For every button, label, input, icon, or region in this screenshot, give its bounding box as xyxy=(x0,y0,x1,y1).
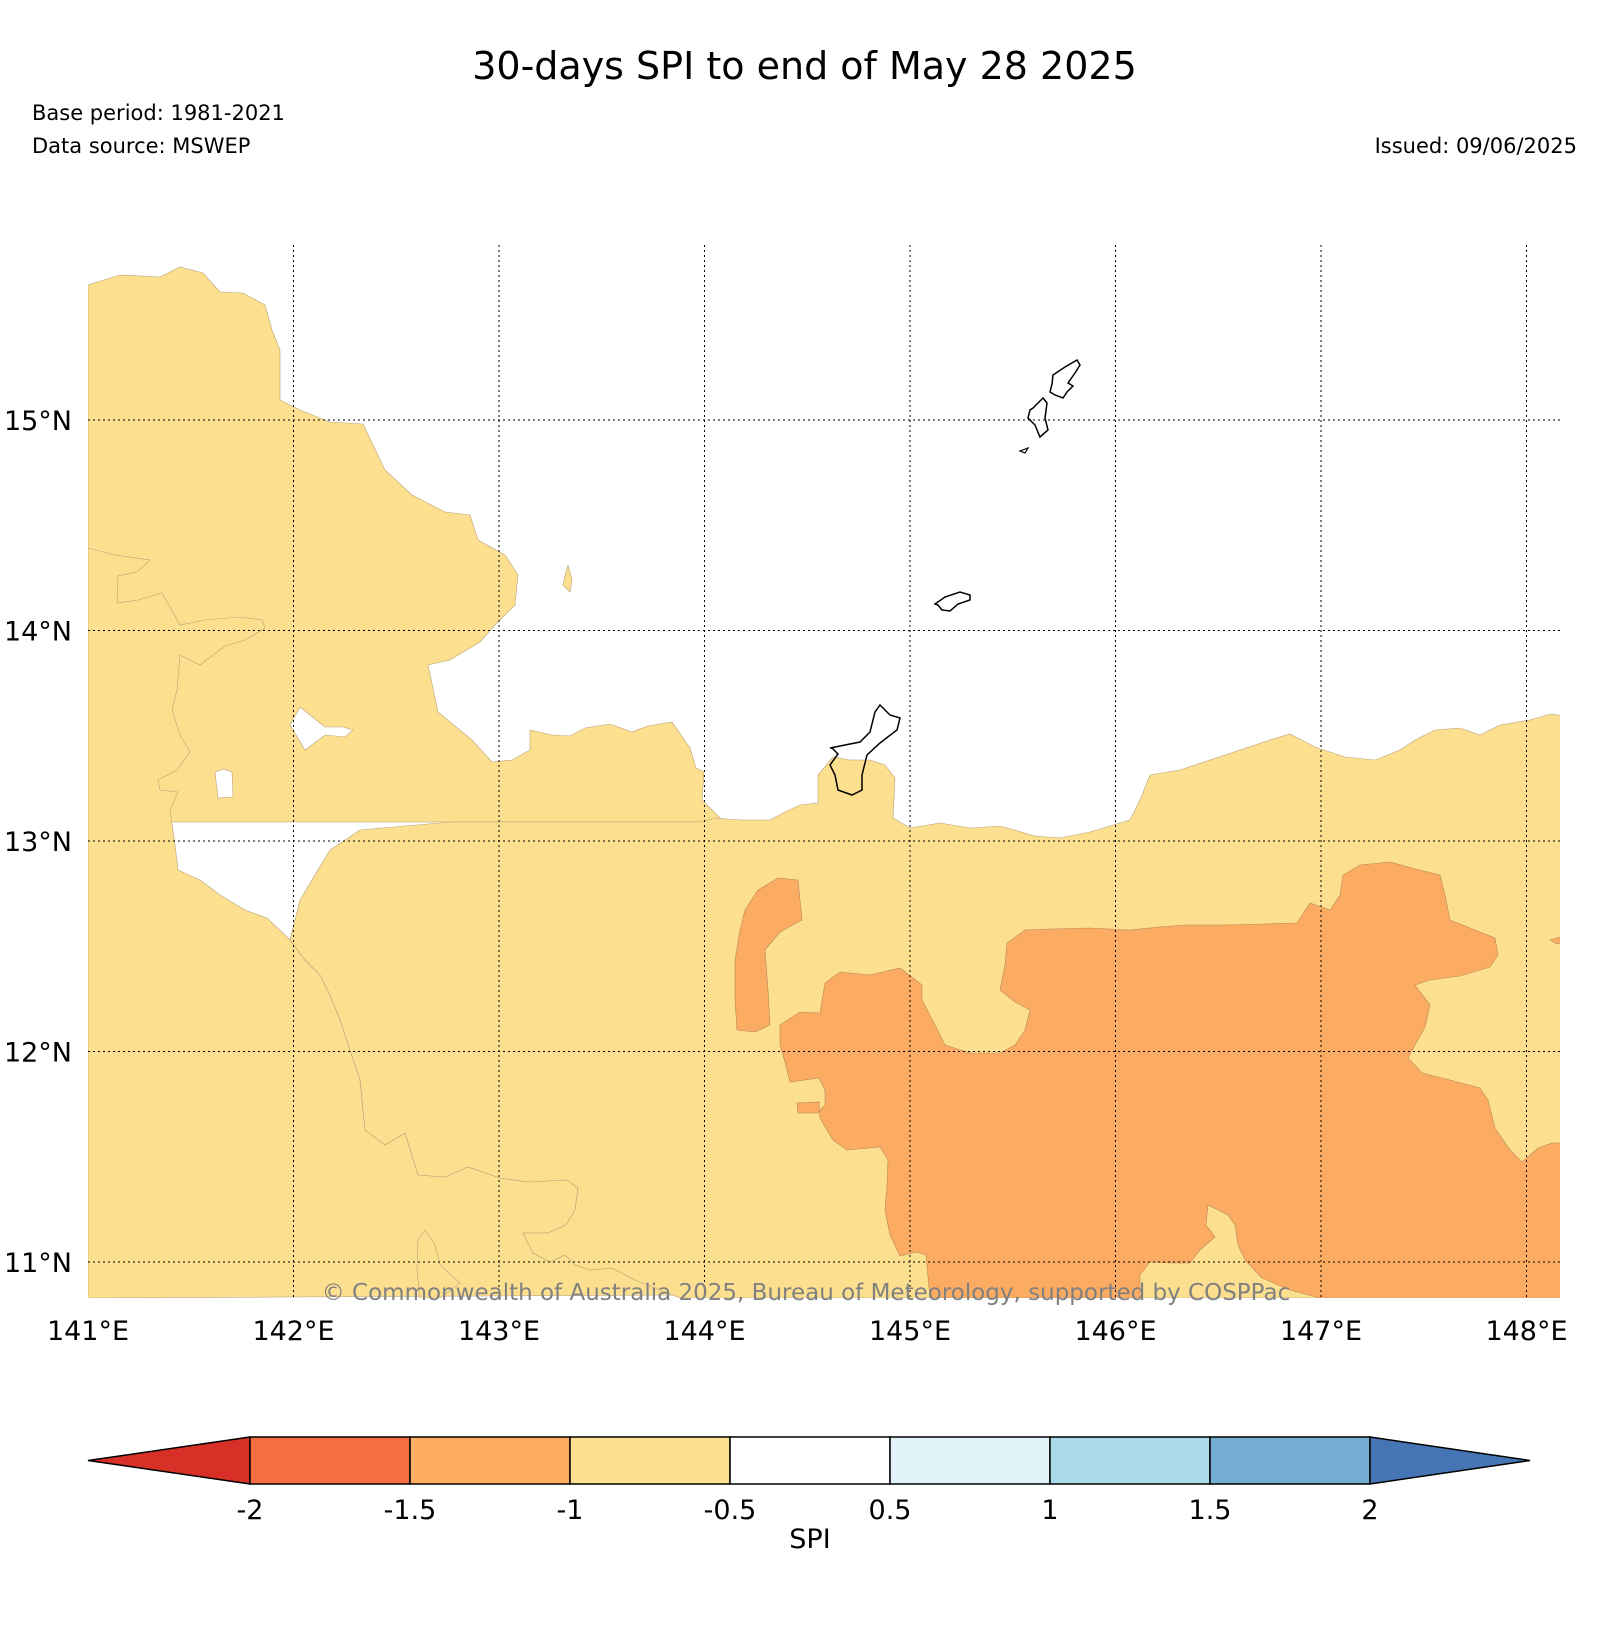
island-outline-tinian xyxy=(1027,396,1049,439)
latitude-tick-label: 11°N xyxy=(4,1248,72,1279)
issued-date-text: Issued: 09/06/2025 xyxy=(1374,134,1577,158)
copyright-credit: © Commonwealth of Australia 2025, Bureau… xyxy=(322,1280,1291,1306)
spi-colorbar xyxy=(87,1436,1531,1485)
colorbar-segment xyxy=(569,1436,731,1485)
colorbar-segment xyxy=(889,1436,1051,1485)
colorbar-tick-label: -2 xyxy=(237,1495,264,1526)
latitude-tick-label: 14°N xyxy=(4,617,72,648)
longitude-tick-labels: 141°E 142°E 143°E 144°E 145°E 146°E 147°E 148°E xyxy=(47,1316,1568,1347)
island-outline-saipan xyxy=(1049,358,1081,399)
colorbar-segment xyxy=(249,1436,411,1485)
colorbar-segment xyxy=(1209,1436,1371,1485)
island-outline-rota xyxy=(933,591,971,612)
longitude-tick-label: 146°E xyxy=(1074,1316,1156,1347)
longitude-tick-label: 147°E xyxy=(1280,1316,1362,1347)
spi-region-light-west xyxy=(88,266,721,823)
colorbar-tick-label: -1.5 xyxy=(384,1495,437,1526)
spi-region-light-islet-2 xyxy=(416,1229,461,1298)
colorbar-label: SPI xyxy=(789,1524,830,1555)
colorbar-tick-labels: -2 -1.5 -1 -0.5 0.5 1 1.5 2 xyxy=(237,1495,1379,1526)
colorbar-extend-low xyxy=(87,1436,251,1485)
longitude-tick-label: 143°E xyxy=(458,1316,540,1347)
longitude-tick-label: 141°E xyxy=(47,1316,129,1347)
latitude-tick-label: 15°N xyxy=(4,406,72,437)
colorbar-tick-label: 0.5 xyxy=(869,1495,912,1526)
island-outline-aguijan xyxy=(1018,446,1030,454)
colorbar-tick-label: 1 xyxy=(1041,1495,1058,1526)
spi-region-orange-main xyxy=(779,861,1560,1298)
spi-region-light-islet-3 xyxy=(562,563,573,593)
colorbar-tick-label: 2 xyxy=(1361,1495,1378,1526)
base-period-text: Base period: 1981-2021 xyxy=(32,101,285,125)
map-gridlines xyxy=(88,245,1560,1298)
longitude-tick-label: 148°E xyxy=(1485,1316,1567,1347)
longitude-tick-label: 145°E xyxy=(869,1316,951,1347)
latitude-tick-label: 12°N xyxy=(4,1038,72,1069)
colorbar-tick-label: 1.5 xyxy=(1189,1495,1232,1526)
longitude-tick-label: 144°E xyxy=(663,1316,745,1347)
colorbar-segment xyxy=(729,1436,891,1485)
latitude-tick-labels: 15°N 14°N 13°N 12°N 11°N xyxy=(4,406,72,1279)
spi-region-orange-sliver xyxy=(1549,936,1560,945)
colorbar-segment xyxy=(1049,1436,1211,1485)
colorbar-tick-label: -0.5 xyxy=(704,1495,757,1526)
colorbar-segment xyxy=(409,1436,571,1485)
island-outline-guam xyxy=(829,703,901,796)
latitude-tick-label: 13°N xyxy=(4,827,72,858)
map-area xyxy=(88,266,1560,1298)
longitude-tick-label: 142°E xyxy=(252,1316,334,1347)
spi-region-orange-lobe xyxy=(734,877,803,1033)
colorbar-extend-high xyxy=(1369,1436,1531,1485)
data-source-text: Data source: MSWEP xyxy=(32,134,251,158)
map-title: 30-days SPI to end of May 28 2025 xyxy=(472,44,1137,88)
colorbar-tick-label: -1 xyxy=(557,1495,584,1526)
